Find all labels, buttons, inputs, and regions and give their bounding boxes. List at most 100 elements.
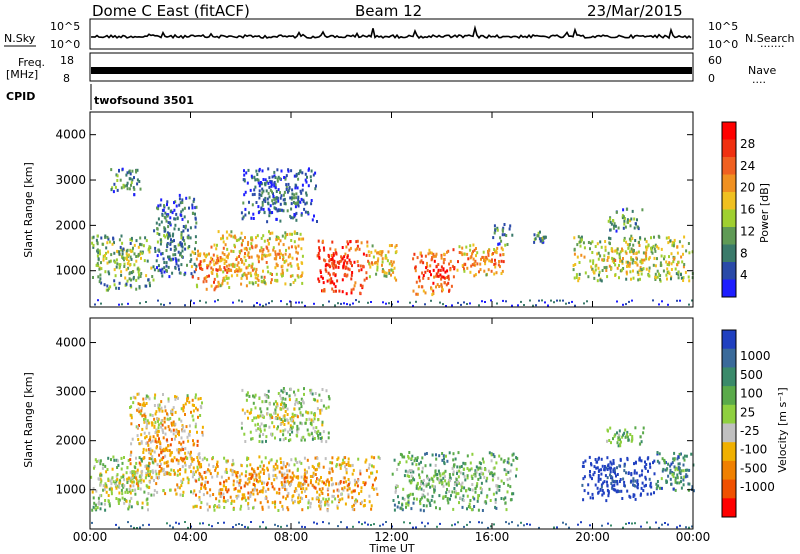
- power-cell: [458, 251, 461, 254]
- vel-cell: [469, 488, 472, 492]
- power-cell: [120, 234, 123, 238]
- power-cell: [130, 250, 133, 253]
- vel-cell: [231, 469, 234, 472]
- power-cell: [675, 272, 678, 276]
- power-cell: [245, 276, 248, 280]
- vel-cell: [258, 397, 261, 400]
- power-cell: [118, 281, 121, 285]
- power-cell: [118, 252, 121, 256]
- freq-right-tick-bottom: 0: [708, 72, 715, 85]
- vel-cell: [178, 441, 181, 445]
- power-cell: [437, 263, 440, 266]
- power-cell: [680, 273, 682, 277]
- vel-cell: [259, 525, 261, 528]
- power-cell: [123, 265, 126, 268]
- power-cell: [539, 239, 542, 243]
- vel-cell: [480, 467, 483, 471]
- vel-cell: [266, 483, 268, 487]
- power-cell: [426, 261, 428, 265]
- vel-cell: [271, 501, 274, 505]
- power-cell: [162, 208, 165, 212]
- power-cell: [240, 268, 243, 272]
- vel-colorbar-frame: [721, 329, 737, 518]
- power-cell: [497, 242, 500, 246]
- power-cell: [129, 172, 132, 176]
- vel-cell: [616, 480, 619, 483]
- power-cell: [434, 254, 437, 258]
- power-cell: [501, 248, 504, 252]
- vel-cell: [214, 468, 217, 472]
- power-cell: [124, 276, 127, 280]
- power-cell: [217, 284, 220, 288]
- vel-cell: [677, 462, 680, 466]
- vel-cell: [134, 476, 137, 480]
- power-cell: [188, 196, 191, 200]
- vel-cell: [273, 478, 276, 482]
- power-cell: [636, 263, 639, 267]
- vel-cell: [326, 509, 329, 513]
- vel-cell: [92, 487, 95, 490]
- power-cell: [217, 299, 219, 302]
- power-cell: [442, 258, 445, 262]
- power-cell: [133, 193, 136, 197]
- vel-cell: [424, 464, 427, 468]
- power-cell: [323, 288, 326, 291]
- power-cell: [249, 188, 252, 192]
- power-cell: [421, 285, 424, 289]
- power-cell: [215, 247, 218, 251]
- power-cell: [257, 255, 260, 259]
- power-cell: [171, 211, 174, 215]
- vel-cell: [141, 506, 144, 510]
- power-cell: [344, 259, 347, 263]
- vel-cell: [354, 498, 357, 502]
- vel-cell: [136, 392, 139, 396]
- vel-cell: [316, 490, 319, 494]
- power-cell: [275, 196, 278, 200]
- vel-cell: [298, 407, 301, 411]
- vel-cell: [198, 498, 201, 502]
- vel-cell: [288, 398, 291, 402]
- power-cell: [498, 260, 500, 263]
- power-cell: [352, 302, 354, 305]
- power-cell: [181, 245, 184, 249]
- power-cell: [269, 231, 272, 235]
- power-cell: [630, 234, 633, 238]
- vel-cell: [259, 470, 262, 474]
- power-cell: [650, 250, 653, 253]
- power-cell: [96, 248, 99, 252]
- power-cell: [281, 268, 284, 272]
- power-cell: [383, 271, 386, 275]
- power-cell: [448, 262, 451, 266]
- vel-cell: [649, 484, 652, 488]
- vel-cell: [351, 463, 354, 467]
- vel-cell: [279, 394, 282, 398]
- vel-cell: [266, 394, 269, 398]
- vel-cell: [300, 487, 302, 490]
- power-cell: [244, 252, 246, 255]
- vel-cell: [475, 484, 478, 488]
- power-cell: [376, 259, 379, 263]
- power-cell: [215, 268, 218, 272]
- power-cell: [280, 194, 283, 198]
- vel-cell: [310, 418, 313, 422]
- vel-cell: [174, 397, 177, 401]
- power-cell: [332, 266, 335, 270]
- vel-cell: [296, 427, 299, 431]
- power-cell: [277, 235, 280, 239]
- power-cell: [539, 230, 541, 234]
- vel-cell: [507, 457, 510, 461]
- plot-title: Dome C East (fitACF): [92, 2, 250, 20]
- vel-cell: [260, 460, 263, 464]
- vel-cell: [321, 388, 324, 391]
- vel-cell: [138, 424, 140, 427]
- power-cell: [297, 275, 300, 279]
- power-cell: [129, 271, 131, 275]
- vel-cell: [506, 460, 509, 464]
- vel-cell: [447, 501, 450, 505]
- power-cell: [100, 236, 103, 240]
- power-cell: [264, 200, 267, 203]
- power-cell: [578, 261, 581, 264]
- vel-cell: [296, 424, 299, 428]
- power-cell: [499, 265, 501, 269]
- power-cell: [92, 243, 95, 247]
